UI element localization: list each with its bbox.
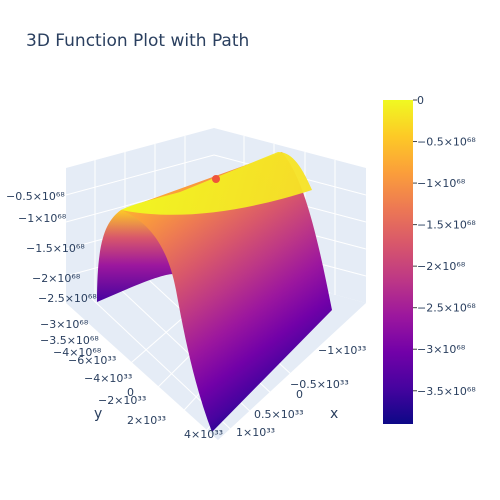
y-tick-labels: −6×10³³ −4×10³³ −2×10³³ 0 2×10³³ 4×10³³ xyxy=(68,354,223,441)
surface-top-ridge xyxy=(121,152,312,215)
scene[interactable]: −4×10⁶⁸ −3.5×10⁶⁸ −3×10⁶⁸ −2.5×10⁶⁸ −2×1… xyxy=(6,128,366,441)
x-tick-3: 0.5×10³³ xyxy=(254,408,304,421)
z-tick-0: −4×10⁶⁸ xyxy=(53,346,102,359)
x-tick-labels: −1×10³³ −0.5×10³³ 0 0.5×10³³ 1×10³³ xyxy=(236,344,366,439)
chart-title: 3D Function Plot with Path xyxy=(26,31,249,51)
colorbar-tick-label: −2×10⁶⁸ xyxy=(417,260,466,273)
colorbar-tick-label: −2.5×10⁶⁸ xyxy=(417,302,476,315)
z-tick-3: −2.5×10⁶⁸ xyxy=(38,292,97,305)
colorbar-tick-label: 0 xyxy=(417,94,424,107)
x-tick-4: 1×10³³ xyxy=(236,426,275,439)
path-marker xyxy=(212,175,220,183)
colorbar-tick-label: −1.5×10⁶⁸ xyxy=(417,219,476,232)
y-tick-0: −6×10³³ xyxy=(68,354,116,367)
surface-main-face xyxy=(121,152,332,432)
z-tick-2: −3×10⁶⁸ xyxy=(40,318,89,331)
x-tick-2: 0 xyxy=(296,388,303,401)
z-tick-7: −0.5×10⁶⁸ xyxy=(6,190,65,203)
y-tick-1: −4×10³³ xyxy=(84,372,132,385)
colorbar-tick-label: −3.5×10⁶⁸ xyxy=(417,385,476,398)
z-tick-labels: −4×10⁶⁸ −3.5×10⁶⁸ −3×10⁶⁸ −2.5×10⁶⁸ −2×1… xyxy=(6,190,102,359)
y-tick-4: 2×10³³ xyxy=(127,414,166,427)
z-tick-4: −2×10⁶⁸ xyxy=(32,272,81,285)
z-tick-1: −3.5×10⁶⁸ xyxy=(40,334,99,347)
colorbar: 0 −0.5×10⁶⁸ −1×10⁶⁸ −1.5×10⁶⁸ −2×10⁶⁸ −2.5×10… xyxy=(383,94,476,424)
colorbar-tick-label: −0.5×10⁶⁸ xyxy=(417,136,476,149)
z-tick-5: −1.5×10⁶⁸ xyxy=(26,242,85,255)
x-axis-title: x xyxy=(330,406,338,422)
colorbar-ticks: 0 −0.5×10⁶⁸ −1×10⁶⁸ −1.5×10⁶⁸ −2×10⁶⁸ −2.5×10… xyxy=(413,94,476,398)
colorbar-gradient xyxy=(383,100,413,424)
x-tick-0: −1×10³³ xyxy=(318,344,366,357)
y-axis-title: y xyxy=(94,406,102,422)
y-tick-5: 4×10³³ xyxy=(184,428,223,441)
y-tick-3: 0 xyxy=(127,386,134,399)
y-tick-2: −2×10³³ xyxy=(98,394,146,407)
colorbar-tick-label: −3×10⁶⁸ xyxy=(417,343,466,356)
x-tick-1: −0.5×10³³ xyxy=(290,378,349,391)
z-tick-6: −1×10⁶⁸ xyxy=(18,212,67,225)
colorbar-tick-label: −1×10⁶⁸ xyxy=(417,177,466,190)
